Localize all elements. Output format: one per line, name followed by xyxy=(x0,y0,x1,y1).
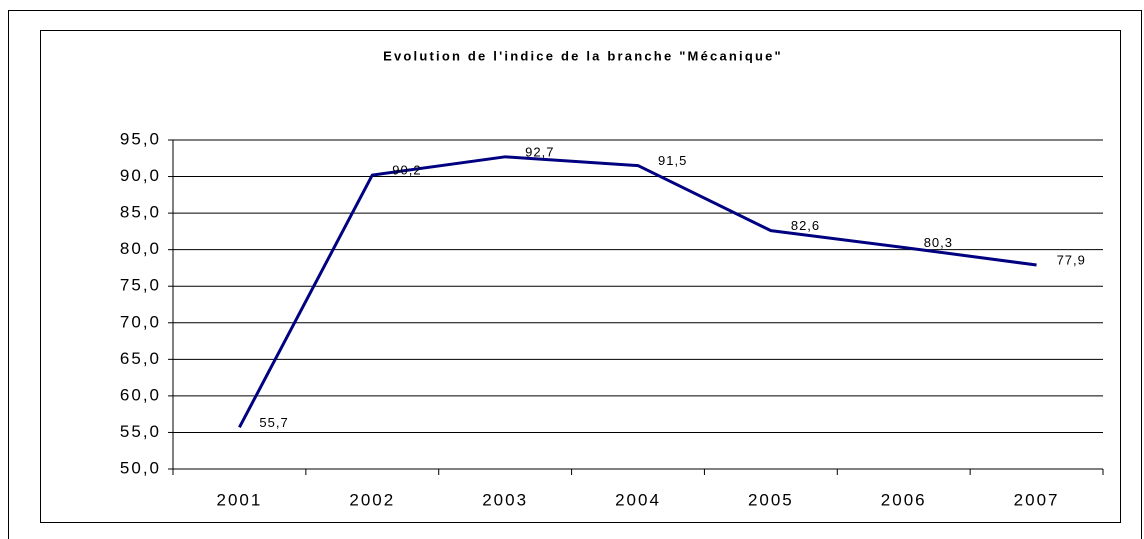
y-tick-label: 80,0 xyxy=(120,239,161,258)
data-label: 55,7 xyxy=(259,415,288,430)
y-tick-label: 70,0 xyxy=(120,312,161,331)
x-tick-label: 2003 xyxy=(482,490,528,509)
data-label: 91,5 xyxy=(658,153,687,168)
data-label: 82,6 xyxy=(791,218,820,233)
x-tick-label: 2005 xyxy=(748,490,794,509)
data-label: 92,7 xyxy=(525,144,554,159)
y-tick-label: 90,0 xyxy=(120,166,161,185)
x-tick-label: 2006 xyxy=(881,490,927,509)
chart-title: Evolution de l'indice de la branche "Méc… xyxy=(383,48,783,63)
data-label: 77,9 xyxy=(1057,252,1086,267)
y-tick-label: 55,0 xyxy=(120,422,161,441)
x-tick-label: 2004 xyxy=(615,490,661,509)
y-tick-label: 95,0 xyxy=(120,129,161,148)
x-tick-label: 2007 xyxy=(1014,490,1060,509)
x-tick-label: 2002 xyxy=(349,490,395,509)
data-line xyxy=(238,155,1037,429)
y-tick-label: 60,0 xyxy=(120,385,161,404)
y-tick-label: 65,0 xyxy=(120,349,161,368)
data-label: 80,3 xyxy=(924,235,953,250)
y-tick-label: 85,0 xyxy=(120,203,161,222)
data-label: 90,2 xyxy=(392,163,421,178)
y-tick-label: 75,0 xyxy=(120,276,161,295)
x-tick-label: 2001 xyxy=(217,490,263,509)
chart-frame xyxy=(40,30,1121,523)
y-tick-label: 50,0 xyxy=(120,458,161,477)
